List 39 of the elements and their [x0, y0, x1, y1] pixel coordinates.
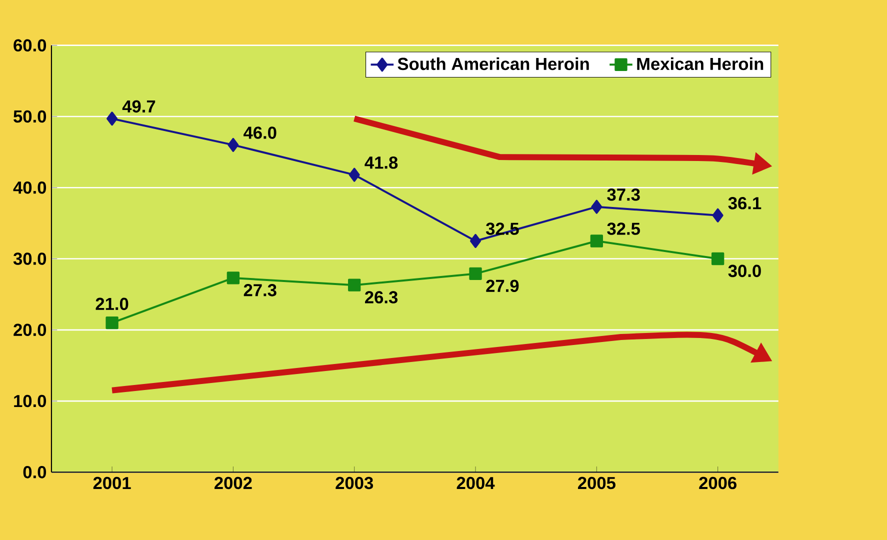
- x-tick-label: 2006: [699, 476, 736, 490]
- data-label: 27.9: [486, 280, 519, 292]
- data-label: 46.0: [244, 126, 276, 139]
- data-label: 49.7: [122, 100, 156, 112]
- data-label: 32.5: [486, 222, 519, 235]
- point: [348, 168, 360, 182]
- point: [711, 252, 724, 266]
- y-tick-label: 60.0: [14, 39, 46, 52]
- y-tick-label: 0.0: [23, 466, 46, 478]
- y-tick-label: 20.0: [14, 324, 46, 336]
- data-label: 26.3: [365, 291, 398, 304]
- point: [348, 278, 361, 292]
- data-label: 36.1: [728, 196, 762, 210]
- legend-label: Mexican Heroin: [637, 57, 764, 70]
- y-tick-label: 10.0: [14, 394, 46, 408]
- point: [470, 234, 482, 248]
- x-tick-label: 2003: [336, 476, 374, 490]
- y-tick-label: 30.0: [13, 252, 46, 265]
- point: [712, 208, 724, 222]
- point: [228, 138, 239, 152]
- data-label: 37.3: [607, 188, 640, 201]
- data-label: 30.0: [728, 264, 761, 278]
- legend-label: South American Heroin: [398, 57, 589, 70]
- data-label: 32.5: [607, 222, 640, 235]
- x-tick-label: 2002: [214, 476, 252, 490]
- y-tick-label: 40.0: [13, 181, 46, 194]
- data-label: 27.3: [244, 284, 276, 296]
- point: [469, 267, 482, 280]
- point: [106, 316, 118, 330]
- point: [590, 234, 603, 248]
- x-tick-label: 2004: [456, 476, 495, 490]
- x-tick-label: 2001: [93, 476, 131, 490]
- point: [226, 272, 240, 284]
- data-label: 41.8: [364, 156, 398, 169]
- data-label: 21.0: [96, 298, 128, 310]
- y-tick-label: 50.0: [14, 110, 46, 123]
- point: [591, 200, 602, 214]
- point: [106, 112, 118, 126]
- x-tick-label: 2005: [578, 476, 616, 490]
